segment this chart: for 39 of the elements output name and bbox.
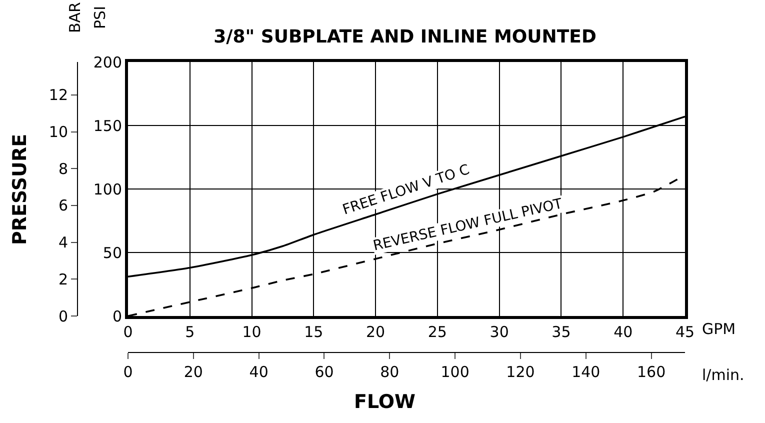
text: FREE FLOW V TO C [340,162,472,218]
y2-tick-label: 6 [58,196,68,215]
y-tick-label: 0 [112,307,122,326]
x2-tick-label: 60 [314,363,334,381]
x2-tick-label: 160 [636,363,666,381]
x-tick-label: 0 [123,323,133,341]
x-tick-label: 30 [490,323,509,341]
x2-tick-label: 80 [380,363,400,381]
y-tick-label: 150 [93,116,122,135]
x2-tick-label: 40 [249,363,268,381]
x2-tick-label: 20 [184,363,203,381]
x-tick-label: 35 [552,323,571,341]
y2-tick-label: 8 [58,160,68,178]
x2-tick-label: 0 [123,363,133,381]
y2-tick-label: 0 [58,307,68,326]
y2-axis-title: BAR [66,2,84,33]
x-tick-label: 45 [675,323,695,341]
y-tick-label: 50 [102,244,122,262]
x-tick-label: 20 [366,323,386,341]
y-tick-label: 200 [93,53,122,72]
x-axis-title: GPM [702,320,736,338]
x2-tick-label: 100 [440,363,470,381]
y2-tick-label: 4 [58,234,68,252]
x2-tick-label: 140 [572,363,600,381]
y2-tick-label: 12 [48,86,68,104]
x-tick-label: 5 [185,323,195,341]
text: FLOW [354,391,416,413]
y2-tick-label: 2 [58,270,68,288]
x-tick-label: 10 [242,323,262,341]
x-tick-label: 25 [428,323,447,341]
x2-axis-title: l/min. [702,366,744,384]
x-tick-label: 15 [304,323,324,341]
y-tick-label: 100 [93,180,122,198]
x-tick-label: 40 [614,323,633,341]
y2-tick-label: 10 [48,123,68,142]
chart-title: 3/8" SUBPLATE AND INLINE MOUNTED [214,26,596,48]
y-axis-title: PSI [91,6,109,29]
text: PRESSURE [9,134,31,245]
x2-tick-label: 120 [506,363,535,381]
